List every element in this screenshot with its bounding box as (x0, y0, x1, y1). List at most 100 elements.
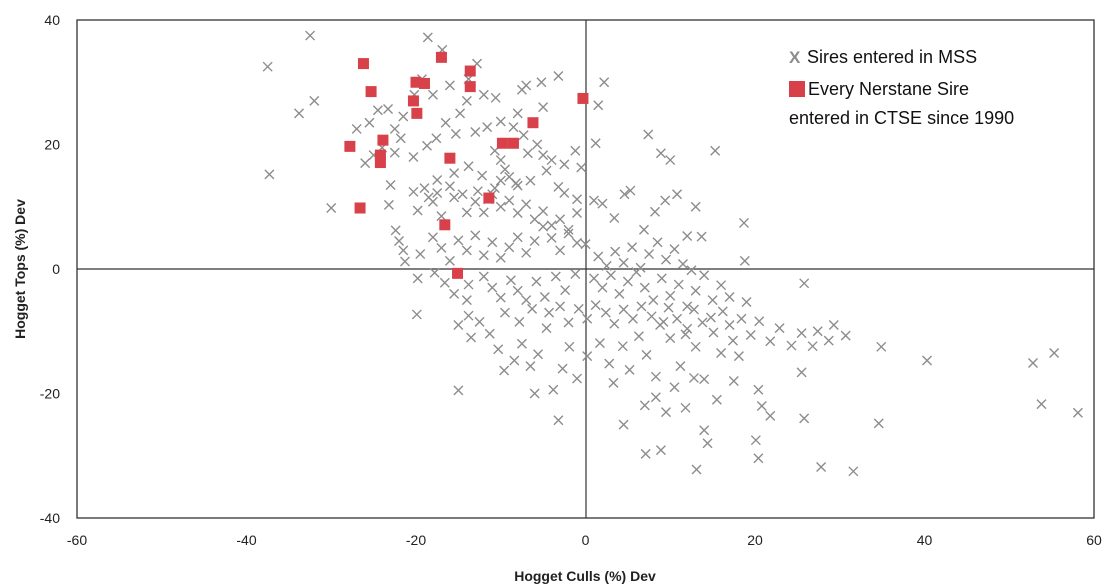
data-point-mss (593, 251, 604, 262)
data-point-mss (563, 228, 574, 239)
data-point-mss (478, 250, 489, 261)
data-point-mss (470, 196, 481, 207)
data-point-mss (432, 188, 443, 199)
data-point-mss (655, 148, 666, 159)
data-point-mss (529, 214, 540, 225)
data-point-mss (593, 100, 604, 111)
data-point-mss (643, 129, 654, 140)
x-tick-label: -20 (406, 532, 426, 548)
data-point-mss (538, 206, 549, 217)
data-point-mss (527, 303, 538, 314)
data-point-mss (463, 310, 474, 321)
data-point-mss (582, 313, 593, 324)
data-point-mss (680, 402, 691, 413)
data-point-mss (512, 207, 523, 218)
data-point-mss (673, 279, 684, 290)
data-point-mss (582, 351, 593, 362)
data-point-mss (532, 139, 543, 150)
data-point-mss (262, 61, 273, 72)
legend-marker-square (789, 81, 805, 97)
data-point-mss (1072, 407, 1083, 418)
data-point-mss (739, 255, 750, 266)
data-point-mss (533, 349, 544, 360)
data-point-mss (455, 108, 466, 119)
data-point-mss (633, 331, 644, 342)
data-point-mss (439, 277, 450, 288)
data-point-mss (600, 307, 611, 318)
data-point-mss (707, 295, 718, 306)
data-point-mss (750, 435, 761, 446)
data-point-mss (546, 220, 557, 231)
data-point-mss (627, 242, 638, 253)
data-point-mss (450, 128, 461, 139)
data-point-mss (398, 245, 409, 256)
data-point-mss (697, 317, 708, 328)
data-point-nerstane (444, 152, 456, 164)
data-point-nerstane (464, 65, 476, 77)
data-point-mss (786, 340, 797, 351)
data-point-mss (639, 400, 650, 411)
data-point-nerstane (344, 140, 356, 152)
data-point-mss (1049, 348, 1060, 359)
data-point-mss (765, 336, 776, 347)
data-point-nerstane (418, 77, 430, 89)
y-tick-label: 20 (44, 137, 60, 153)
data-point-mss (622, 276, 633, 287)
data-point-nerstane (354, 202, 366, 214)
data-point-nerstane (374, 149, 386, 161)
data-point-mss (699, 425, 710, 436)
data-point-mss (432, 174, 443, 185)
data-point-mss (682, 323, 693, 334)
data-point-mss (796, 367, 807, 378)
data-point-mss (560, 285, 571, 296)
data-point-mss (453, 385, 464, 396)
data-point-mss (597, 282, 608, 293)
data-point-mss (690, 285, 701, 296)
y-axis-tick-labels: 40 20 0 -20 -40 (40, 12, 60, 526)
data-point-mss (553, 415, 564, 426)
data-point-mss (326, 203, 337, 213)
data-point-mss (733, 351, 744, 362)
data-point-mss (672, 313, 683, 324)
data-point-mss (563, 224, 574, 235)
data-point-mss (360, 158, 371, 169)
data-point-mss (823, 335, 834, 346)
data-point-mss (717, 306, 728, 317)
data-point-mss (436, 211, 447, 222)
data-point-mss (922, 355, 933, 366)
data-point-mss (521, 295, 532, 306)
data-point-mss (563, 317, 574, 328)
data-point-mss (444, 181, 455, 192)
data-point-nerstane (439, 219, 451, 231)
data-point-mss (546, 232, 557, 243)
data-point-mss (572, 237, 583, 248)
data-point-mss (663, 302, 674, 313)
data-point-nerstane (374, 157, 386, 169)
data-point-mss (635, 262, 646, 273)
data-point-mss (453, 235, 464, 246)
data-point-mss (619, 189, 630, 200)
data-point-mss (538, 102, 549, 113)
data-point-mss (765, 410, 776, 421)
data-point-mss (661, 254, 672, 265)
data-point-mss (505, 275, 516, 286)
data-point-nerstane (507, 137, 519, 149)
data-point-mss (351, 123, 362, 134)
data-point-nerstane (577, 92, 589, 104)
data-point-mss (555, 245, 566, 256)
data-point-mss (504, 195, 515, 206)
data-point-mss (264, 169, 275, 180)
data-point-mss (423, 192, 434, 203)
data-point-mss (487, 282, 498, 293)
data-point-mss (710, 145, 721, 156)
data-point-mss (564, 341, 575, 352)
data-point-mss (389, 147, 400, 158)
data-point-mss (536, 77, 547, 88)
data-point-mss (828, 320, 839, 331)
y-tick-label: 40 (44, 12, 60, 28)
data-point-mss (514, 316, 525, 327)
data-point-nerstane (483, 192, 495, 204)
data-point-mss (541, 165, 552, 176)
data-point-mss (422, 140, 433, 151)
data-point-mss (650, 206, 660, 217)
